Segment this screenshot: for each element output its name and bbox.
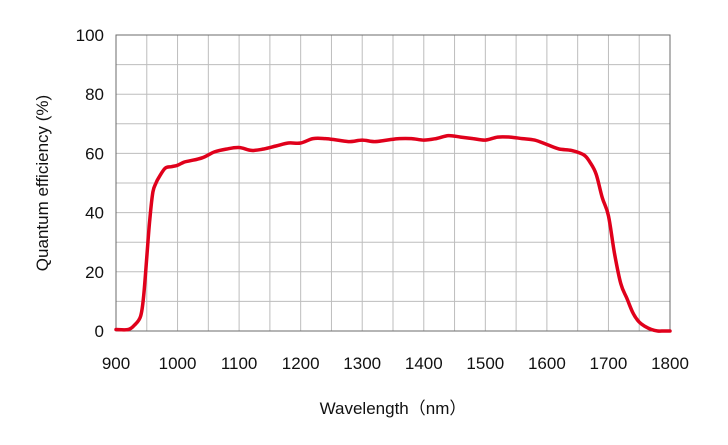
y-tick-label: 60 xyxy=(85,144,104,163)
y-tick-label: 100 xyxy=(76,26,104,45)
y-tick-label: 40 xyxy=(85,204,104,223)
x-tick-label: 1400 xyxy=(405,354,443,373)
x-tick-label: 1000 xyxy=(159,354,197,373)
y-tick-label: 80 xyxy=(85,85,104,104)
x-tick-label: 1800 xyxy=(651,354,689,373)
x-tick-label: 1200 xyxy=(282,354,320,373)
x-tick-label: 900 xyxy=(102,354,130,373)
x-tick-label: 1300 xyxy=(343,354,381,373)
x-axis-title: Wavelength（nm） xyxy=(320,399,467,418)
x-tick-label: 1100 xyxy=(221,354,258,373)
y-tick-labels: 0 20 40 60 80 100 xyxy=(76,26,104,341)
plot-frame xyxy=(115,34,671,332)
x-tick-label: 1600 xyxy=(528,354,566,373)
y-axis-title: Quantum efficiency (%) xyxy=(33,95,52,271)
y-tick-label: 0 xyxy=(95,322,104,341)
x-tick-label: 1700 xyxy=(590,354,628,373)
series-line-quantum-efficiency xyxy=(114,133,672,333)
x-tick-label: 1500 xyxy=(466,354,504,373)
y-tick-label: 20 xyxy=(85,263,104,282)
x-tick-labels: 900 1000 1100 1200 1300 1400 1500 1600 1700 1800 xyxy=(102,354,689,373)
